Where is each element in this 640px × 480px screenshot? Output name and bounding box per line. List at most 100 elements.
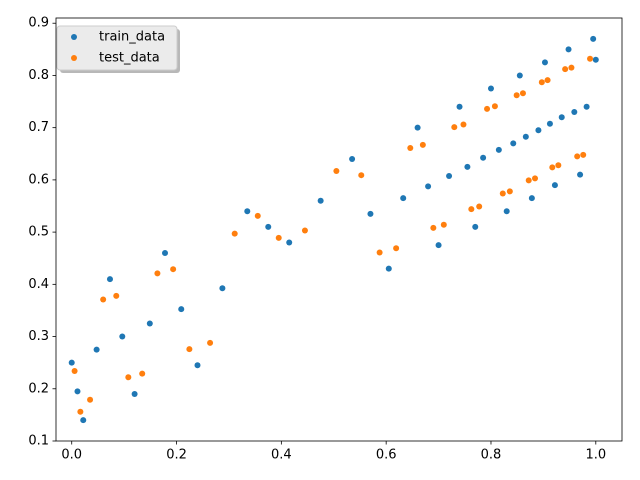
point — [146, 320, 153, 327]
point — [544, 77, 551, 84]
y-tick-label: 0.1 — [28, 434, 49, 449]
point — [592, 56, 599, 63]
point — [139, 370, 146, 377]
y-tick-label: 0.7 — [28, 120, 49, 135]
y-tick-label: 0.4 — [28, 277, 49, 292]
point — [71, 368, 78, 375]
point — [186, 346, 193, 353]
point — [207, 339, 214, 346]
point — [358, 172, 365, 179]
x-tick-label: 0.4 — [271, 448, 292, 463]
point — [93, 346, 100, 353]
point — [349, 156, 356, 162]
point — [100, 296, 107, 303]
point — [154, 270, 161, 277]
point — [528, 195, 535, 202]
point — [414, 124, 421, 131]
point — [506, 188, 513, 195]
point — [333, 168, 340, 175]
point — [580, 151, 587, 158]
point — [510, 140, 517, 147]
point — [484, 105, 491, 112]
point — [407, 145, 414, 152]
point — [106, 276, 113, 283]
point — [430, 224, 437, 231]
point — [499, 190, 506, 197]
point — [87, 396, 94, 403]
point — [495, 146, 502, 153]
point — [487, 85, 494, 92]
point — [254, 212, 261, 219]
point — [275, 234, 282, 241]
point — [583, 103, 590, 110]
point — [170, 266, 177, 273]
point — [178, 306, 185, 313]
point — [555, 162, 562, 169]
y-tick-label: 0.6 — [28, 172, 49, 187]
point — [286, 239, 293, 246]
point — [464, 163, 471, 170]
point — [119, 333, 126, 340]
point — [532, 175, 539, 182]
x-tick-label: 0.6 — [376, 448, 397, 463]
point — [546, 120, 553, 127]
point — [519, 90, 526, 97]
point — [516, 72, 523, 79]
point — [574, 153, 581, 160]
point — [476, 203, 483, 210]
point — [400, 195, 407, 202]
point — [549, 164, 556, 171]
point — [219, 285, 226, 292]
y-tick-label: 0.2 — [28, 381, 49, 396]
point — [367, 210, 374, 217]
point — [558, 114, 565, 121]
x-tick-label: 0.2 — [166, 448, 187, 463]
point — [472, 223, 479, 230]
point — [435, 242, 442, 249]
point — [162, 250, 169, 256]
point — [385, 265, 392, 272]
point — [231, 230, 238, 237]
point — [565, 46, 572, 53]
point — [244, 208, 251, 215]
y-tick-label: 0.5 — [28, 225, 49, 240]
point — [503, 208, 510, 215]
point — [513, 92, 520, 99]
y-tick-label: 0.8 — [28, 68, 49, 83]
point — [587, 55, 594, 62]
point — [590, 35, 597, 42]
point — [80, 417, 87, 424]
point — [541, 59, 548, 66]
x-tick-label: 0.0 — [61, 448, 82, 463]
point — [194, 362, 201, 369]
point — [468, 206, 475, 213]
point — [301, 227, 308, 234]
point — [265, 223, 272, 230]
point — [440, 221, 447, 228]
point — [480, 154, 487, 161]
legend-label: test_data — [99, 51, 160, 66]
point — [393, 245, 400, 252]
point — [562, 66, 569, 73]
point — [113, 292, 120, 299]
x-tick-label: 1.0 — [585, 448, 606, 463]
point — [568, 64, 575, 71]
point — [525, 177, 532, 184]
plot-frame — [55, 17, 623, 442]
legend-marker — [71, 55, 77, 61]
point — [491, 103, 498, 110]
point — [571, 109, 578, 115]
legend-label: train_data — [99, 30, 165, 45]
point — [551, 182, 558, 189]
y-tick-label: 0.9 — [28, 16, 49, 31]
legend-marker — [71, 34, 77, 40]
legend-box — [56, 25, 178, 71]
point — [460, 121, 467, 128]
point — [131, 391, 138, 397]
point — [77, 408, 84, 415]
point — [74, 388, 81, 395]
point — [451, 124, 458, 131]
y-tick-label: 0.3 — [28, 329, 49, 344]
x-tick-label: 0.8 — [481, 448, 502, 463]
